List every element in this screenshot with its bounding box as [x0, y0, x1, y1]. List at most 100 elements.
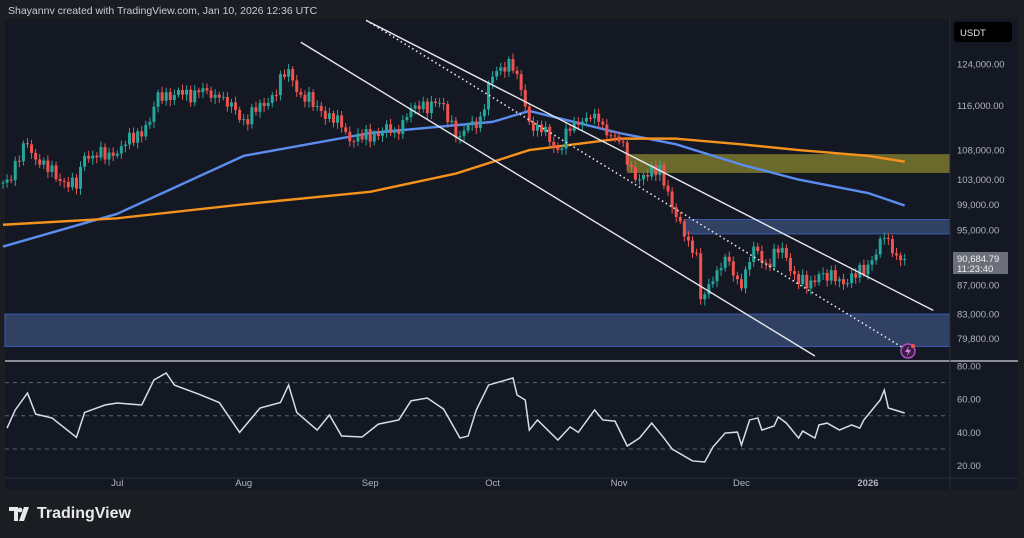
candle [719, 262, 723, 277]
candle-body [589, 117, 593, 119]
candle-body [201, 88, 205, 93]
candle-body [352, 141, 356, 143]
candle [34, 148, 38, 166]
candle-body [1, 182, 5, 184]
candle-body [495, 70, 499, 77]
candle [172, 89, 176, 106]
candle-body [283, 74, 287, 77]
candle-body [393, 130, 397, 133]
candle-body [699, 253, 703, 300]
candle [454, 116, 458, 143]
candle-body [425, 101, 429, 114]
candle [768, 258, 772, 272]
candle-body [99, 147, 103, 158]
candle [752, 241, 756, 267]
candle-body [160, 92, 164, 101]
candle-body [535, 124, 539, 131]
candle [21, 140, 25, 166]
candle [83, 152, 87, 171]
candle-body [115, 153, 119, 156]
candle-body [890, 239, 894, 254]
candle [176, 87, 180, 98]
candle-body [348, 131, 352, 142]
candle [678, 211, 682, 225]
candle-body [340, 115, 344, 128]
trendline-solid-1 [300, 41, 816, 357]
candle-body [858, 264, 862, 278]
candle-body [234, 102, 238, 110]
candle [462, 125, 466, 141]
price-tick: 99,000.00 [957, 200, 999, 211]
candle [711, 276, 715, 288]
candle [417, 100, 421, 114]
candle-body [752, 246, 756, 262]
candle-body [662, 164, 666, 186]
candle [368, 123, 372, 148]
candle [250, 103, 254, 129]
candle-body [127, 132, 131, 145]
candle [748, 256, 752, 276]
candle-body [739, 279, 743, 289]
candle-body [193, 90, 197, 103]
candle [899, 252, 903, 267]
candle [99, 141, 103, 161]
candle-body [870, 260, 874, 265]
candle [646, 169, 650, 182]
candle-body [678, 216, 682, 222]
candle-body [768, 263, 772, 268]
price-tick: 95,000.00 [957, 225, 999, 236]
candle [319, 101, 323, 118]
candle-body [707, 284, 711, 295]
candle [299, 88, 303, 99]
candle [168, 87, 172, 107]
candle [637, 174, 641, 186]
candle-body [556, 147, 560, 151]
candle-body [703, 294, 707, 300]
candle [903, 253, 907, 266]
currency-badge[interactable] [954, 22, 1012, 42]
candle-body [217, 94, 221, 98]
candle-body [548, 126, 552, 142]
candle-body [744, 269, 748, 289]
candle [760, 245, 764, 269]
price-tick: 79,800.00 [957, 334, 999, 345]
candle [552, 136, 556, 153]
axes-layer: 124,000.00 116,000.00 108,000.00 103,000.00… [111, 60, 1004, 490]
candle [564, 123, 568, 155]
candle-body [760, 251, 764, 263]
candle-body [376, 132, 380, 136]
candle-body [837, 279, 841, 282]
candle-body [466, 125, 470, 131]
candle-body [46, 160, 50, 172]
candle-body [364, 129, 368, 140]
candle [217, 91, 221, 104]
alert-icon[interactable] [900, 343, 916, 359]
candle-body [397, 130, 401, 134]
candle [576, 117, 580, 131]
candle [160, 86, 164, 104]
candle-body [446, 104, 450, 123]
candle [242, 114, 246, 126]
tradingview-logo[interactable]: TradingView [9, 505, 131, 523]
candle-body [266, 102, 270, 106]
candle-body [197, 90, 201, 93]
candle-body [25, 143, 29, 145]
candle-body [238, 109, 242, 120]
candle-body [87, 155, 91, 159]
candle-body [841, 279, 845, 285]
candle-body [54, 165, 58, 180]
candle [874, 248, 878, 265]
candle [699, 247, 703, 305]
candle [156, 89, 160, 113]
candle [633, 162, 637, 183]
candle [470, 115, 474, 131]
candle-body [262, 102, 266, 106]
candle-body [715, 270, 719, 282]
candle-body [650, 165, 654, 177]
candle-body [368, 129, 372, 142]
zone-2 [4, 313, 951, 347]
candle [254, 101, 258, 116]
candle [376, 127, 380, 141]
candle [119, 140, 123, 159]
